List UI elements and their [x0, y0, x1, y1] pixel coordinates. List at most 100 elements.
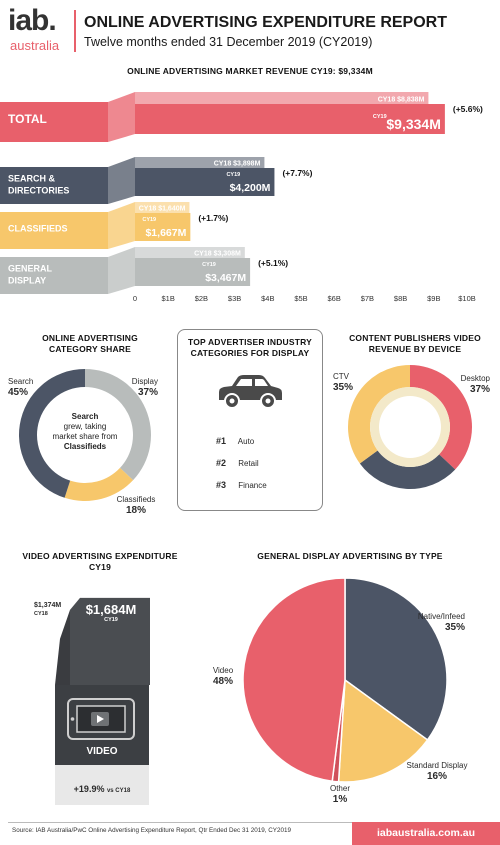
category-share-title: ONLINE ADVERTISING CATEGORY SHARE	[42, 333, 138, 354]
slice-value-native: 35%	[444, 622, 465, 633]
bar-label-cy19: $3,467M	[205, 272, 246, 284]
bar-label-cy19: $4,200M	[230, 182, 271, 194]
bar-label-cy19: $9,334M	[386, 116, 440, 132]
slice-value-classifieds: 18%	[125, 505, 146, 516]
slice-label-classifieds: Classifieds	[116, 495, 156, 504]
category-band	[0, 212, 108, 249]
cy18-label: $1,374M CY18	[34, 602, 61, 618]
center-line3: market share from	[52, 432, 118, 441]
car-icon	[219, 375, 282, 409]
cy19-name: CY19	[104, 617, 118, 623]
label-other: Other 1%	[320, 783, 360, 805]
label-standard: Standard Display 16%	[402, 760, 472, 782]
bar-series-tag: CY19	[373, 114, 387, 120]
bar-series-tag: CY19	[142, 217, 156, 223]
slice-value-desktop: 37%	[469, 384, 490, 395]
list-item: #1 Auto	[216, 436, 316, 458]
website-link[interactable]: iabaustralia.com.au	[352, 822, 500, 845]
category-connector	[108, 247, 135, 294]
play-icon	[91, 712, 109, 726]
center-bold-classifieds: Classifieds	[63, 442, 107, 451]
center-line2: grew, taking	[63, 422, 107, 431]
slice-value-display: 37%	[137, 387, 158, 398]
donut-slice-ctv	[348, 365, 410, 464]
growth-label: (+7.7%)	[282, 168, 312, 178]
slice-value-video: 48%	[212, 676, 233, 687]
x-tick-label: $6B	[328, 294, 341, 303]
slice-label-display: Display	[131, 377, 158, 386]
slice-label-video: Video	[212, 666, 234, 675]
pie-slice-standard-display	[337, 678, 429, 783]
video-bar-cy19	[70, 597, 150, 685]
list-item: #3 Finance	[216, 480, 316, 502]
category: Finance	[238, 481, 267, 490]
category-label: DISPLAY	[8, 276, 46, 286]
category-label: DIRECTORIES	[8, 186, 69, 196]
slice-value-standard: 16%	[426, 771, 447, 782]
bar-cy19	[135, 213, 191, 241]
video-bar-side	[55, 609, 70, 685]
x-tick-label: 0	[133, 294, 137, 303]
center-bold-search: Search	[71, 412, 99, 421]
category-connector	[108, 92, 135, 142]
x-tick-label: $9B	[427, 294, 440, 303]
slice-value-ctv: 35%	[333, 382, 354, 393]
category-band	[0, 167, 108, 204]
logo-iab: iab.	[8, 4, 57, 37]
page-title: ONLINE ADVERTISING EXPENDITURE REPORT	[84, 14, 447, 31]
rank: #2	[216, 458, 227, 468]
bar-cy18	[135, 92, 429, 104]
slice-label-standard: Standard Display	[406, 761, 468, 770]
label-native: Native/Infeed 35%	[405, 611, 465, 633]
category-band	[0, 102, 108, 142]
label-video: Video 48%	[205, 665, 241, 687]
label-ctv: CTV 35%	[333, 371, 353, 393]
growth-label: (+5.6%)	[453, 104, 483, 114]
page-subtitle: Twelve months ended 31 December 2019 (CY…	[84, 35, 373, 49]
rank: #3	[216, 480, 227, 490]
top-advertiser-title: TOP ADVERTISER INDUSTRY CATEGORIES FOR D…	[187, 337, 313, 358]
x-tick-label: $2B	[195, 294, 208, 303]
category-label: SEARCH &	[8, 174, 56, 184]
pie-slice-video	[242, 577, 346, 783]
header-divider	[74, 10, 76, 52]
bar-cy18	[135, 202, 190, 213]
logo: iab. australia	[8, 4, 68, 56]
donut-slice-mobile	[359, 450, 456, 489]
video-growth: +19.9% vs CY18	[55, 784, 149, 794]
cy19-label: $1,684M CY19	[80, 602, 142, 623]
video-expenditure-title: VIDEO ADVERTISING EXPENDITURE CY19	[22, 551, 178, 572]
donut-hole	[379, 396, 441, 458]
donut-slice-search	[18, 369, 85, 498]
category: Auto	[237, 437, 255, 446]
category-label: TOTAL	[8, 112, 47, 126]
video-growth-value: +19.9%	[73, 784, 105, 794]
category-band	[0, 257, 108, 294]
slice-label-native: Native/Infeed	[417, 612, 465, 621]
label-desktop: Desktop 37%	[440, 373, 490, 395]
bar-cy19	[135, 104, 445, 134]
bar-label-cy19: $1,667M	[145, 227, 186, 239]
pie-slice-native-infeed	[344, 577, 448, 742]
bar-label-cy18: CY18 $8,838M	[378, 97, 425, 104]
bar-series-tag: CY19	[226, 172, 240, 178]
bar-cy19	[135, 168, 275, 196]
source-text: Source: IAB Australia/PwC Online Adverti…	[12, 827, 291, 834]
bar-label-cy18: CY18 $3,308M	[194, 251, 241, 258]
slice-label-other: Other	[329, 784, 350, 793]
x-tick-label: $7B	[361, 294, 374, 303]
x-tick-label: $4B	[261, 294, 274, 303]
display-type-title: GENERAL DISPLAY ADVERTISING BY TYPE	[257, 551, 443, 561]
slice-label-ctv: CTV	[333, 372, 349, 381]
x-tick-label: $3B	[228, 294, 241, 303]
category-connector	[108, 157, 135, 204]
cy18-value: $1,374M	[34, 602, 62, 609]
label-classifieds: Classifieds 18%	[112, 494, 160, 516]
slice-label-search: Search	[8, 377, 34, 386]
video-growth-suffix: vs CY18	[106, 788, 131, 794]
category-share-donut	[18, 369, 151, 501]
video-box-label: VIDEO	[86, 746, 118, 757]
cy18-name: CY18	[34, 611, 48, 617]
donut-slice-display	[85, 369, 151, 481]
